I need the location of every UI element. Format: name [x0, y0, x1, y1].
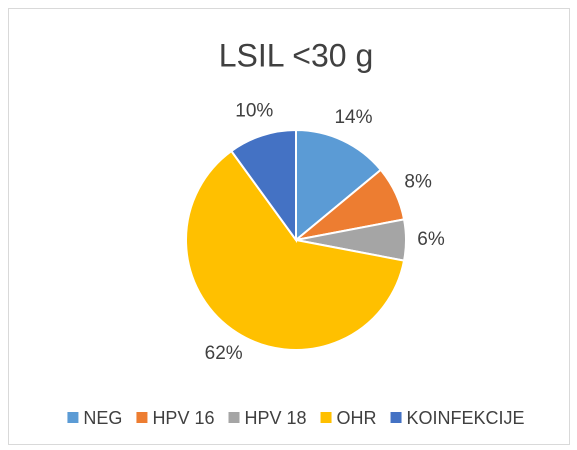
- data-label: 6%: [417, 229, 445, 250]
- legend-swatch: [228, 412, 240, 423]
- pie-slice: [295, 128, 383, 243]
- pie-slice: [185, 149, 406, 351]
- legend-label: OHR: [337, 408, 377, 428]
- chart-title: LSIL <30 g: [219, 37, 374, 73]
- data-label: 14%: [334, 107, 372, 128]
- data-label: 62%: [205, 343, 243, 364]
- legend-swatch: [67, 412, 79, 423]
- legend-swatch: [136, 412, 148, 423]
- legend-label: HPV 16: [152, 408, 214, 428]
- legend-swatch: [390, 412, 402, 423]
- legend-label: KOINFEKCIJE: [407, 408, 525, 428]
- data-label: 10%: [235, 101, 273, 122]
- legend-swatch: [320, 412, 332, 423]
- legend-label: NEG: [83, 408, 122, 428]
- pie-slice: [229, 128, 297, 244]
- legend-label: HPV 18: [244, 408, 306, 428]
- data-label: 8%: [404, 172, 432, 193]
